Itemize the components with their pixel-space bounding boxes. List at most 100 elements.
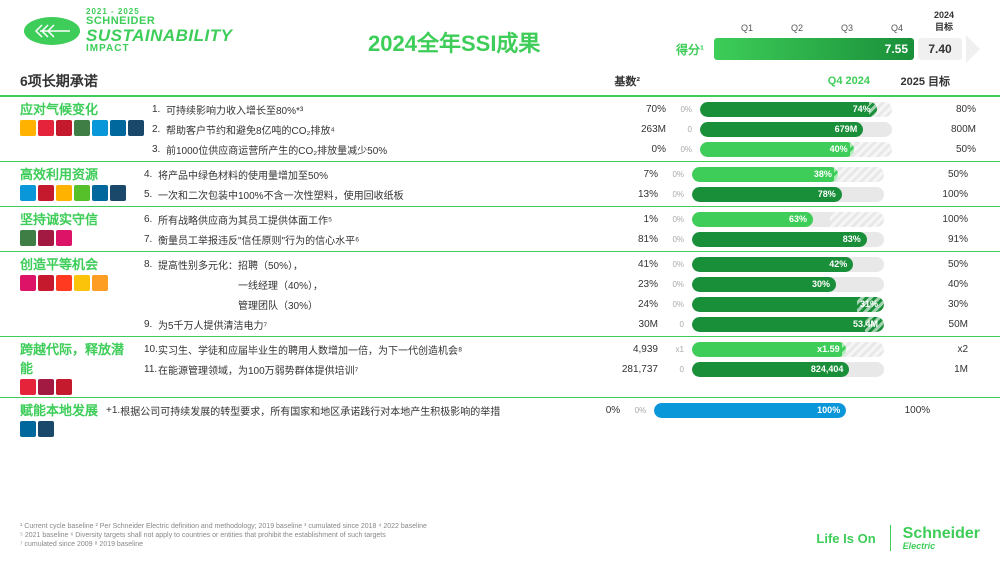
sdg-icon xyxy=(38,120,54,136)
metric-row: 5. 一次和二次包装中100%不含一次性塑料，使用回收纸板 13% 0% 78%… xyxy=(144,184,980,204)
progress-value: 63% xyxy=(692,212,813,227)
section-body: +1. 根据公司可持续发展的转型要求，所有国家和地区承诺践行对本地产生积极影响的… xyxy=(106,400,980,420)
row-number: 5. xyxy=(144,189,158,200)
metric-row: +1. 根据公司可持续发展的转型要求，所有国家和地区承诺践行对本地产生积极影响的… xyxy=(106,400,980,420)
target-2025-value: 80% xyxy=(896,104,976,115)
row-number: 9. xyxy=(144,319,158,330)
section-title: 高效利用资源 xyxy=(20,164,136,183)
bar-start-label: 0% xyxy=(658,260,688,269)
baseline-value: 70% xyxy=(606,104,666,115)
section: 坚持诚实守信6. 所有战略供应商为其员工提供体面工作⁵ 1% 0% 63% 10… xyxy=(0,206,1000,249)
progress-bar: 679M xyxy=(700,122,892,137)
baseline-value: 13% xyxy=(598,189,658,200)
sdg-icon xyxy=(128,120,144,136)
sdg-icons xyxy=(20,421,98,437)
score-label: 得分¹ xyxy=(676,41,704,58)
metric-row: 9. 为5千万人提供清洁电力⁷ 30M 0 53.4M 50M xyxy=(144,314,980,334)
metric-row: 管理团队（30%） 24% 0% 31% 30% xyxy=(144,294,980,314)
progress-bar: 30% xyxy=(692,277,884,292)
sdg-icon xyxy=(38,230,54,246)
sdg-icon xyxy=(38,379,54,395)
row-description: 一次和二次包装中100%不含一次性塑料，使用回收纸板 xyxy=(158,187,598,202)
progress-bar: 53.4M xyxy=(692,317,884,332)
sdg-icon xyxy=(92,120,108,136)
logo: 2021 - 2025 SCHNEIDER SUSTAINABILITY IMP… xyxy=(20,8,232,54)
baseline-value: 7% xyxy=(598,169,658,180)
section-body: 4. 将产品中绿色材料的使用量增加至50% 7% 0% 38% 50%5. 一次… xyxy=(144,164,980,204)
metric-row: 1. 可持续影响力收入增长至80%*³ 70% 0% 74% 80% xyxy=(152,99,980,119)
metric-row: 一线经理（40%）， 23% 0% 30% 40% xyxy=(144,274,980,294)
score-value: 7.55 xyxy=(714,38,914,60)
section-title: 创造平等机会 xyxy=(20,254,136,273)
target-2025-value: x2 xyxy=(888,344,968,355)
target-2025-value: 40% xyxy=(888,279,968,290)
sections-container: 应对气候变化1. 可持续影响力收入增长至80%*³ 70% 0% 74% 80%… xyxy=(0,95,1000,437)
target-2025-value: 50M xyxy=(888,319,968,330)
section-title: 跨越代际，释放潜能 xyxy=(20,339,136,377)
baseline-value: 0% xyxy=(560,405,620,416)
metric-row: 6. 所有战略供应商为其员工提供体面工作⁵ 1% 0% 63% 100% xyxy=(144,209,980,229)
progress-value: 83% xyxy=(692,232,867,247)
footnotes: ¹ Current cycle baseline ² Per Schneider… xyxy=(20,522,620,549)
bar-start-label: 0% xyxy=(666,105,696,114)
score-bar: 7.55 xyxy=(714,38,914,60)
row-number: 3. xyxy=(152,144,166,155)
target-2025-value: 800M xyxy=(896,124,976,135)
target-label: 2024目标 xyxy=(922,10,966,33)
row-description: 一线经理（40%）， xyxy=(158,277,598,292)
sdg-icon xyxy=(110,120,126,136)
sdg-icon xyxy=(92,185,108,201)
baseline-value: 81% xyxy=(598,234,658,245)
metric-row: 7. 衡量员工举报违反"信任原则"行为的信心水平⁶ 81% 0% 83% 91% xyxy=(144,229,980,249)
progress-bar: 38% xyxy=(692,167,884,182)
row-number: 11. xyxy=(144,364,158,375)
baseline-value: 30M xyxy=(598,319,658,330)
sdg-icon xyxy=(38,185,54,201)
logo-impact: IMPACT xyxy=(86,44,232,54)
target-2025-value: 1M xyxy=(888,364,968,375)
sdg-icon xyxy=(56,379,72,395)
bar-start-label: 0% xyxy=(658,280,688,289)
column-headers: 6项长期承诺 基数² Q4 2024 2025 目标 xyxy=(0,67,1000,93)
sdg-icon xyxy=(110,185,126,201)
leaf-icon xyxy=(20,13,80,49)
progress-value: 40% xyxy=(700,142,854,157)
baseline-value: 263M xyxy=(606,124,666,135)
progress-bar: 31% xyxy=(692,297,884,312)
progress-value: 53.4M xyxy=(692,317,884,332)
score-target: 7.40 xyxy=(918,38,962,60)
row-number: 7. xyxy=(144,234,158,245)
baseline-value: 41% xyxy=(598,259,658,270)
bar-start-label: 0% xyxy=(658,215,688,224)
section-body: 6. 所有战略供应商为其员工提供体面工作⁵ 1% 0% 63% 100%7. 衡… xyxy=(144,209,980,249)
page-title: 2024全年SSI成果 xyxy=(232,26,676,58)
arrow-icon xyxy=(966,35,980,63)
logo-sustainability: SUSTAINABILITY xyxy=(86,27,232,44)
sdg-icon xyxy=(74,275,90,291)
row-description: 在能源管理领域，为100万弱势群体提供培训⁷ xyxy=(158,362,598,377)
metric-row: 11. 在能源管理领域，为100万弱势群体提供培训⁷ 281,737 0 824… xyxy=(144,359,980,379)
baseline-value: 23% xyxy=(598,279,658,290)
progress-bar: 42% xyxy=(692,257,884,272)
row-description: 帮助客户节约和避免8亿吨的CO₂排放⁴ xyxy=(166,122,606,137)
sdg-icon xyxy=(56,230,72,246)
target-2025-value: 50% xyxy=(888,169,968,180)
section-body: 1. 可持续影响力收入增长至80%*³ 70% 0% 74% 80%2. 帮助客… xyxy=(152,99,980,159)
sdg-icon xyxy=(56,185,72,201)
sdg-icon xyxy=(38,275,54,291)
metric-row: 4. 将产品中绿色材料的使用量增加至50% 7% 0% 38% 50% xyxy=(144,164,980,184)
row-description: 可持续影响力收入增长至80%*³ xyxy=(166,102,606,117)
section: 创造平等机会8. 提高性别多元化：招聘（50%）， 41% 0% 42% 50%… xyxy=(0,251,1000,334)
baseline-value: 4,939 xyxy=(598,344,658,355)
target-2025-value: 100% xyxy=(888,214,968,225)
section: 赋能本地发展+1. 根据公司可持续发展的转型要求，所有国家和地区承诺践行对本地产… xyxy=(0,397,1000,437)
bar-start-label: 0 xyxy=(658,320,688,329)
sdg-icons xyxy=(20,379,136,395)
bar-start-label: 0% xyxy=(666,145,696,154)
section-body: 10. 实习生、学徒和应届毕业生的聘用人数增加一倍，为下一代创造机会⁸ 4,93… xyxy=(144,339,980,379)
progress-bar: 40% xyxy=(700,142,892,157)
metric-row: 10. 实习生、学徒和应届毕业生的聘用人数增加一倍，为下一代创造机会⁸ 4,93… xyxy=(144,339,980,359)
row-number: 10. xyxy=(144,344,158,355)
row-description: 实习生、学徒和应届毕业生的聘用人数增加一倍，为下一代创造机会⁸ xyxy=(158,342,598,357)
section: 应对气候变化1. 可持续影响力收入增长至80%*³ 70% 0% 74% 80%… xyxy=(0,95,1000,159)
